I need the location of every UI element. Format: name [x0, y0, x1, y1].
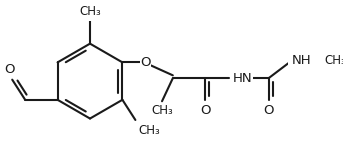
Text: O: O: [140, 56, 151, 69]
Text: CH₃: CH₃: [79, 5, 101, 18]
Text: CH₃: CH₃: [151, 104, 173, 117]
Text: NH: NH: [292, 54, 311, 67]
Text: O: O: [4, 63, 15, 76]
Text: HN: HN: [233, 72, 252, 85]
Text: O: O: [263, 104, 274, 117]
Text: CH₃: CH₃: [324, 54, 343, 67]
Text: O: O: [200, 104, 211, 117]
Text: CH₃: CH₃: [138, 124, 160, 136]
